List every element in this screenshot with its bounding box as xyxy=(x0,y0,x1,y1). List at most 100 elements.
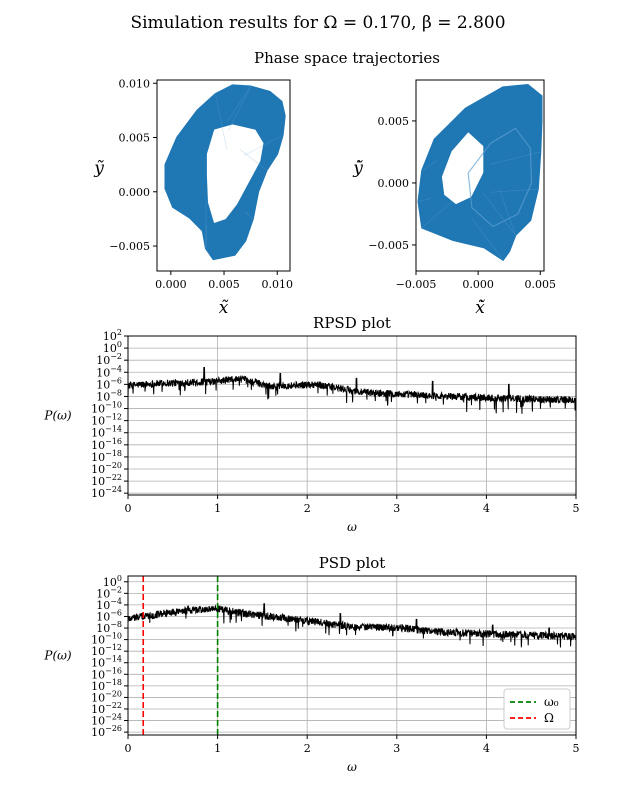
x-axis-label: x̃̇ xyxy=(475,298,485,318)
trajectory-streak xyxy=(490,188,538,193)
trajectory-streak xyxy=(490,151,541,165)
trajectory-streak xyxy=(471,218,504,261)
y-tick-label: 0.005 xyxy=(378,115,410,128)
y-tick-label: 10−16 xyxy=(91,437,122,452)
y-tick-label: 10−12 xyxy=(91,413,122,428)
y-tick-label: 0.010 xyxy=(119,77,151,90)
legend-label: Ω xyxy=(544,711,554,725)
spectrum-group xyxy=(128,576,576,735)
y-tick-label: 10−4 xyxy=(96,364,122,379)
trajectory-streak xyxy=(228,86,251,132)
axes-frame xyxy=(156,79,291,272)
x-tick-label: 3 xyxy=(393,742,400,755)
trajectory-cloud xyxy=(417,83,543,262)
spectrum-line xyxy=(128,603,576,648)
x-tick-label: 4 xyxy=(483,742,490,755)
trajectory-streak xyxy=(244,135,283,156)
y-tick-label: 10−22 xyxy=(91,701,122,716)
x-tick-label: 5 xyxy=(573,502,580,515)
spectrum-line xyxy=(128,366,576,414)
y-tick-label: 0.000 xyxy=(378,177,410,190)
axes-frame xyxy=(415,79,545,272)
x-tick-label: 0.005 xyxy=(525,278,557,291)
axes-frame xyxy=(127,335,577,496)
chart-title: RPSD plot xyxy=(313,314,391,332)
legend-label: ω₀ xyxy=(544,695,559,709)
y-tick-label: 10−22 xyxy=(91,473,122,488)
trajectory-streak xyxy=(215,94,227,150)
phase-trajectory-group xyxy=(164,84,286,261)
y-tick-label: 102 xyxy=(103,328,122,343)
chart-title: PSD plot xyxy=(319,554,386,572)
rpsd-chart: RPSD plot 0 1 2 3 4 5 10−2410−2210−2010−1810−16… xyxy=(43,314,579,534)
trajectory-streak xyxy=(422,200,454,228)
trajectory-streak xyxy=(422,160,437,171)
trajectory-streak xyxy=(239,149,267,171)
y-tick-label: 10−14 xyxy=(91,655,122,670)
y-tick-label: 10−20 xyxy=(91,461,122,476)
trajectory-streak xyxy=(205,225,207,249)
x-tick-label: −0.005 xyxy=(396,278,437,291)
phase-trajectory-group xyxy=(417,83,543,262)
x-tick-label: 4 xyxy=(483,502,490,515)
y-tick-label: 10−14 xyxy=(91,425,122,440)
x-axis-label: ω xyxy=(347,760,357,774)
y-tick-label: 100 xyxy=(103,340,122,355)
y-tick-label: 10−20 xyxy=(91,689,122,704)
y-tick-label: 10−24 xyxy=(91,713,122,728)
y-tick-label: 10−10 xyxy=(91,401,122,416)
y-axis-label: ỹ̇ xyxy=(352,159,363,179)
x-tick-label: 1 xyxy=(214,502,221,515)
y-tick-label: 10−8 xyxy=(96,388,122,403)
x-tick-label: 0 xyxy=(125,742,132,755)
y-axis-label: ỹ xyxy=(93,159,104,179)
x-axis-label: x̃ xyxy=(219,298,229,318)
trajectory-cloud xyxy=(164,84,286,261)
y-tick-label: 10−6 xyxy=(96,608,122,623)
trajectory-streak xyxy=(228,86,251,121)
legend: ω₀ Ω xyxy=(503,688,571,730)
spectrum-group xyxy=(128,366,576,414)
y-tick-label: 10−10 xyxy=(91,632,122,647)
y-axis-label: P(ω) xyxy=(43,409,72,423)
x-tick-label: 0.000 xyxy=(462,278,494,291)
y-tick-label: 10−8 xyxy=(96,620,122,635)
y-tick-label: 10−2 xyxy=(96,352,122,367)
y-tick-label: −0.005 xyxy=(368,239,409,252)
y-tick-label: 10−4 xyxy=(96,597,122,612)
x-tick-label: 0.005 xyxy=(208,278,240,291)
trajectory-inner-loop xyxy=(467,127,533,228)
legend-box xyxy=(503,688,571,730)
phase-left-chart: 0.000 0.005 0.010 −0.005 0.000 0.005 0.010 x̃ ỹ xyxy=(93,77,293,318)
y-tick-label: 10−24 xyxy=(91,485,122,500)
trajectory-streak xyxy=(245,211,253,220)
y-tick-label: 10−12 xyxy=(91,643,122,658)
x-tick-label: 0 xyxy=(125,502,132,515)
y-tick-label: 100 xyxy=(103,574,122,589)
y-tick-label: 0.005 xyxy=(119,132,151,145)
y-tick-label: 10−6 xyxy=(96,376,122,391)
x-tick-label: 1 xyxy=(214,742,221,755)
trajectory-streak xyxy=(499,190,516,236)
x-tick-label: 2 xyxy=(304,502,311,515)
y-tick-label: 10−16 xyxy=(91,666,122,681)
y-tick-label: 10−26 xyxy=(91,724,122,739)
y-tick-label: 10−2 xyxy=(96,585,122,600)
y-axis-label: P(ω) xyxy=(43,649,72,663)
y-tick-label: 10−18 xyxy=(91,678,122,693)
x-tick-label: 0.010 xyxy=(261,278,293,291)
y-tick-label: 10−18 xyxy=(91,449,122,464)
x-axis-label: ω xyxy=(347,520,357,534)
figure-title: Simulation results for Ω = 0.170, β = 2.… xyxy=(130,13,505,33)
y-tick-label: 0.000 xyxy=(119,186,151,199)
x-tick-label: 2 xyxy=(304,742,311,755)
phase-space-title: Phase space trajectories xyxy=(254,49,440,67)
axes-frame xyxy=(127,575,577,736)
y-tick-label: −0.005 xyxy=(109,240,150,253)
trajectory-streak xyxy=(418,198,431,202)
x-tick-label: 5 xyxy=(573,742,580,755)
phase-right-chart: −0.005 0.000 0.005 −0.005 0.000 0.005 x̃̇ ỹ̇ xyxy=(352,79,557,318)
x-tick-label: 3 xyxy=(393,502,400,515)
